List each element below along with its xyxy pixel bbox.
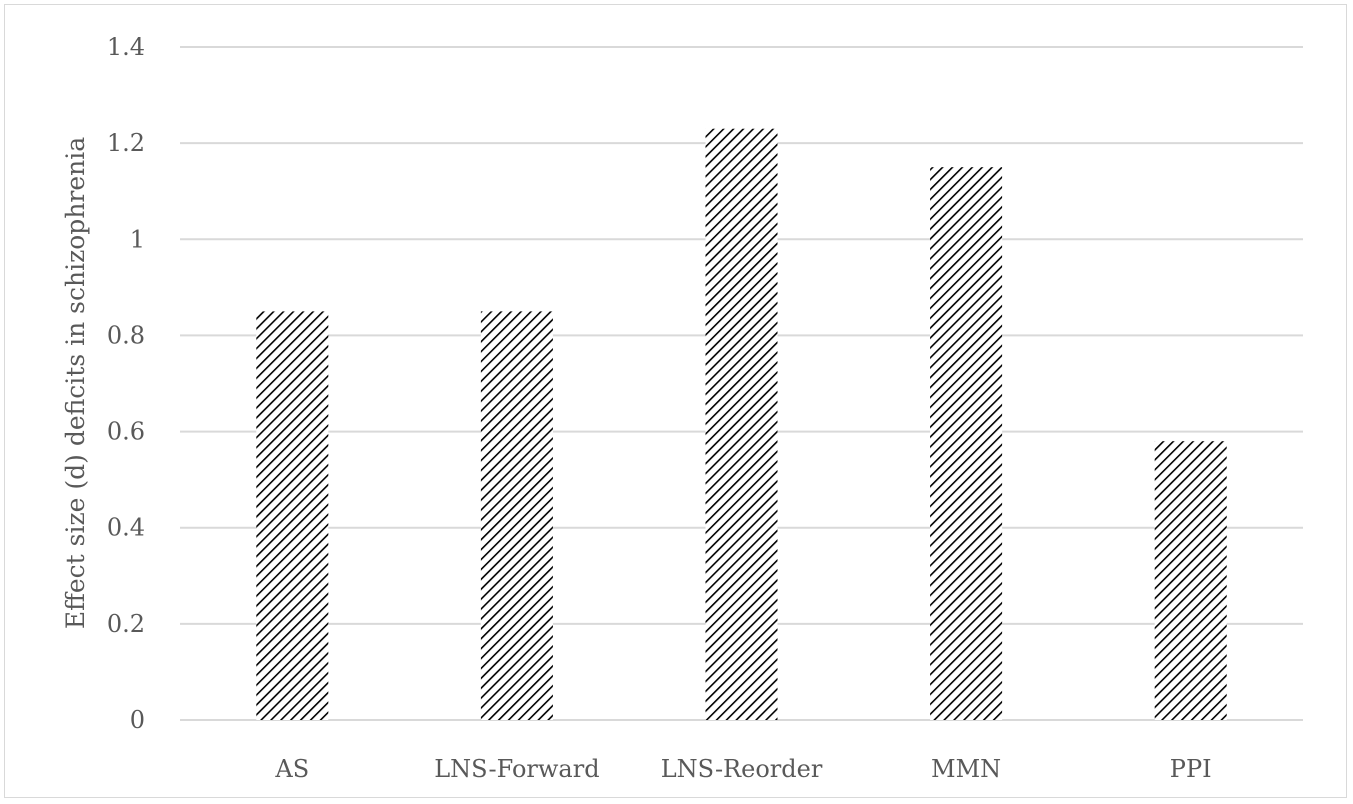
bar-as	[256, 311, 329, 720]
bar-mmn	[930, 167, 1003, 720]
y-tick-label: 0.6	[107, 418, 145, 446]
y-tick-label: 0	[130, 706, 145, 734]
y-axis-tick-labels: 0 0.2 0.4 0.6 0.8 1 1.2 1.4	[107, 33, 145, 734]
y-tick-label: 1	[130, 225, 145, 253]
y-tick-label: 0.2	[107, 610, 145, 638]
bars	[256, 128, 1227, 720]
y-tick-label: 0.4	[107, 514, 145, 542]
x-axis-tick-labels: AS LNS-Forward LNS-Reorder MMN PPI	[274, 755, 1211, 783]
y-tick-label: 1.4	[107, 33, 145, 61]
bar-lns-forward	[480, 311, 553, 720]
bar-lns-reorder	[705, 128, 778, 720]
y-axis-title: Effect size (d) deficits in schizophreni…	[61, 137, 90, 629]
x-tick-label: LNS-Forward	[434, 755, 599, 783]
y-tick-label: 1.2	[107, 129, 145, 157]
bar-ppi	[1154, 441, 1227, 720]
x-tick-label: PPI	[1170, 755, 1212, 783]
x-tick-label: MMN	[931, 755, 1001, 783]
x-tick-label: LNS-Reorder	[661, 755, 823, 783]
y-tick-label: 0.8	[107, 321, 145, 349]
x-tick-label: AS	[274, 755, 309, 783]
chart-frame	[4, 4, 1347, 798]
